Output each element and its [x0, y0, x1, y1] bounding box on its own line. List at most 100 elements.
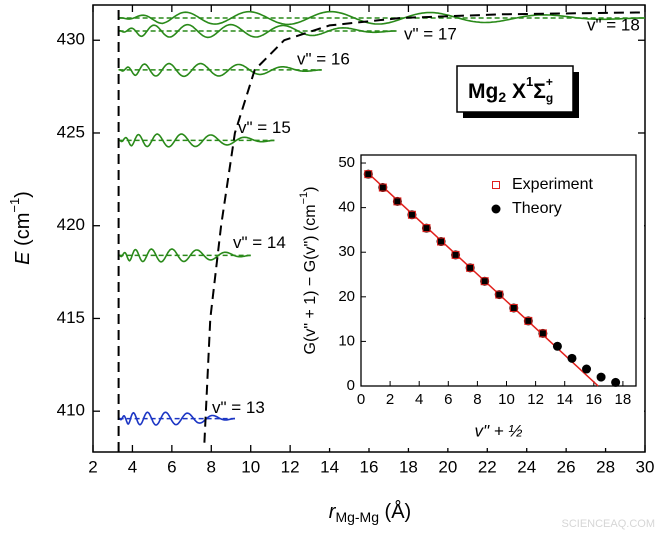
inset-y-tick-label: 50: [338, 154, 355, 171]
inset-x-tick-label: 10: [498, 391, 515, 408]
text-part: Σ: [533, 80, 546, 103]
data-point: [465, 263, 475, 273]
x-tick-label: 18: [399, 457, 418, 476]
data-point: [509, 303, 518, 312]
data-point: [567, 353, 577, 363]
data-point: [393, 197, 402, 206]
data-point: [378, 183, 388, 193]
x-tick-label: 14: [320, 457, 339, 476]
x-tick-label: 10: [241, 457, 260, 476]
legend-label: Theory: [512, 200, 562, 217]
text-part: +: [546, 75, 553, 89]
data-point: [494, 290, 504, 300]
watermark: SCIENCEAQ.COM: [561, 518, 655, 530]
x-tick-label: 26: [557, 457, 576, 476]
data-point: [363, 169, 373, 179]
x-tick-label: 12: [281, 457, 300, 476]
inset-y-tick-label: 10: [338, 332, 355, 349]
level-label: v" = 18: [587, 15, 640, 34]
inset-y-tick-label: 40: [338, 199, 355, 216]
wavefunction: [118, 248, 251, 263]
y-axis-label: E (cm−1): [7, 191, 34, 265]
data-point: [538, 328, 548, 338]
plot-area: [117, 5, 645, 452]
data-point: [480, 276, 490, 286]
y-tick-label: 420: [57, 215, 85, 234]
x-axis-label: rMg-Mg (Å): [329, 500, 411, 524]
y-tick-label: 410: [57, 401, 85, 420]
data-point: [436, 237, 446, 247]
data-point: [392, 196, 402, 206]
text-part: Mg: [468, 80, 498, 103]
x-tick-label: 16: [360, 457, 379, 476]
data-point: [495, 290, 504, 299]
x-tick-label: 22: [478, 457, 497, 476]
text-part: g: [546, 91, 553, 105]
data-point: [480, 277, 489, 286]
y-tick-label: 430: [57, 30, 85, 49]
data-point: [407, 210, 417, 220]
data-point: [611, 377, 621, 387]
wavefunction: [118, 133, 275, 148]
data-point: [524, 316, 533, 325]
data-point: [437, 237, 446, 246]
inset-x-tick-label: 8: [473, 391, 481, 408]
x-tick-label: 28: [596, 457, 615, 476]
level-label: v" = 13: [212, 398, 265, 417]
wavefunction: [118, 10, 645, 26]
inset-background: [291, 147, 644, 448]
x-tick-label: 2: [88, 457, 97, 476]
inset-x-tick-label: 18: [615, 391, 632, 408]
wavefunction: [118, 23, 397, 39]
x-tick-label: 6: [167, 457, 176, 476]
text-part: Mg-Mg: [335, 509, 379, 525]
text-part: G(v" + 1) − G(v") (cm: [302, 204, 319, 354]
data-point: [466, 263, 475, 272]
text-part: (Å): [379, 500, 411, 523]
text-part: (cm: [12, 213, 34, 252]
inset-y-tick-label: 30: [338, 243, 355, 260]
level-label: v" = 16: [297, 49, 350, 68]
inset-y-tick-label: 20: [338, 288, 355, 305]
x-tick-label: 8: [207, 457, 216, 476]
inset-y-axis-label: G(v" + 1) − G(v") (cm−1): [298, 187, 319, 355]
legend-marker: [492, 181, 500, 189]
inset-x-tick-label: 6: [444, 391, 452, 408]
data-point: [523, 316, 533, 326]
annotation-box: [456, 65, 574, 113]
inset-x-tick-label: 14: [556, 391, 573, 408]
data-point: [378, 183, 387, 192]
level-label: v" = 17: [404, 24, 457, 43]
x-tick-label: 24: [517, 457, 536, 476]
wavefunction: [118, 411, 235, 426]
inset-frame: [360, 154, 637, 387]
data-point: [364, 170, 373, 179]
x-tick-label: 4: [128, 457, 137, 476]
inset-y-tick-label: 0: [347, 377, 355, 394]
y-tick-label: 425: [57, 122, 85, 141]
data-point: [421, 223, 431, 233]
inset-x-tick-label: 12: [527, 391, 544, 408]
text-part: E: [12, 251, 34, 265]
inset-x-tick-label: 0: [357, 391, 365, 408]
data-point: [538, 329, 547, 338]
text-part: ): [12, 191, 34, 198]
annotation: Mg2 X1Σ+ g: [468, 74, 553, 105]
data-point: [509, 303, 519, 313]
text-part: 1: [526, 74, 533, 89]
text-part: 2: [498, 89, 506, 105]
inset-x-tick-label: 2: [386, 391, 394, 408]
data-point: [451, 250, 461, 260]
y-tick-label: 415: [57, 308, 85, 327]
data-point: [552, 341, 562, 351]
data-point: [596, 372, 606, 382]
inset-x-tick-label: 16: [585, 391, 602, 408]
data-point: [407, 210, 416, 219]
data-point: [422, 224, 431, 233]
text-part: −1: [298, 192, 310, 205]
legend-label: Experiment: [512, 176, 593, 193]
text-part: X: [506, 80, 526, 103]
data-point: [582, 364, 592, 374]
text-part: ): [302, 187, 319, 192]
